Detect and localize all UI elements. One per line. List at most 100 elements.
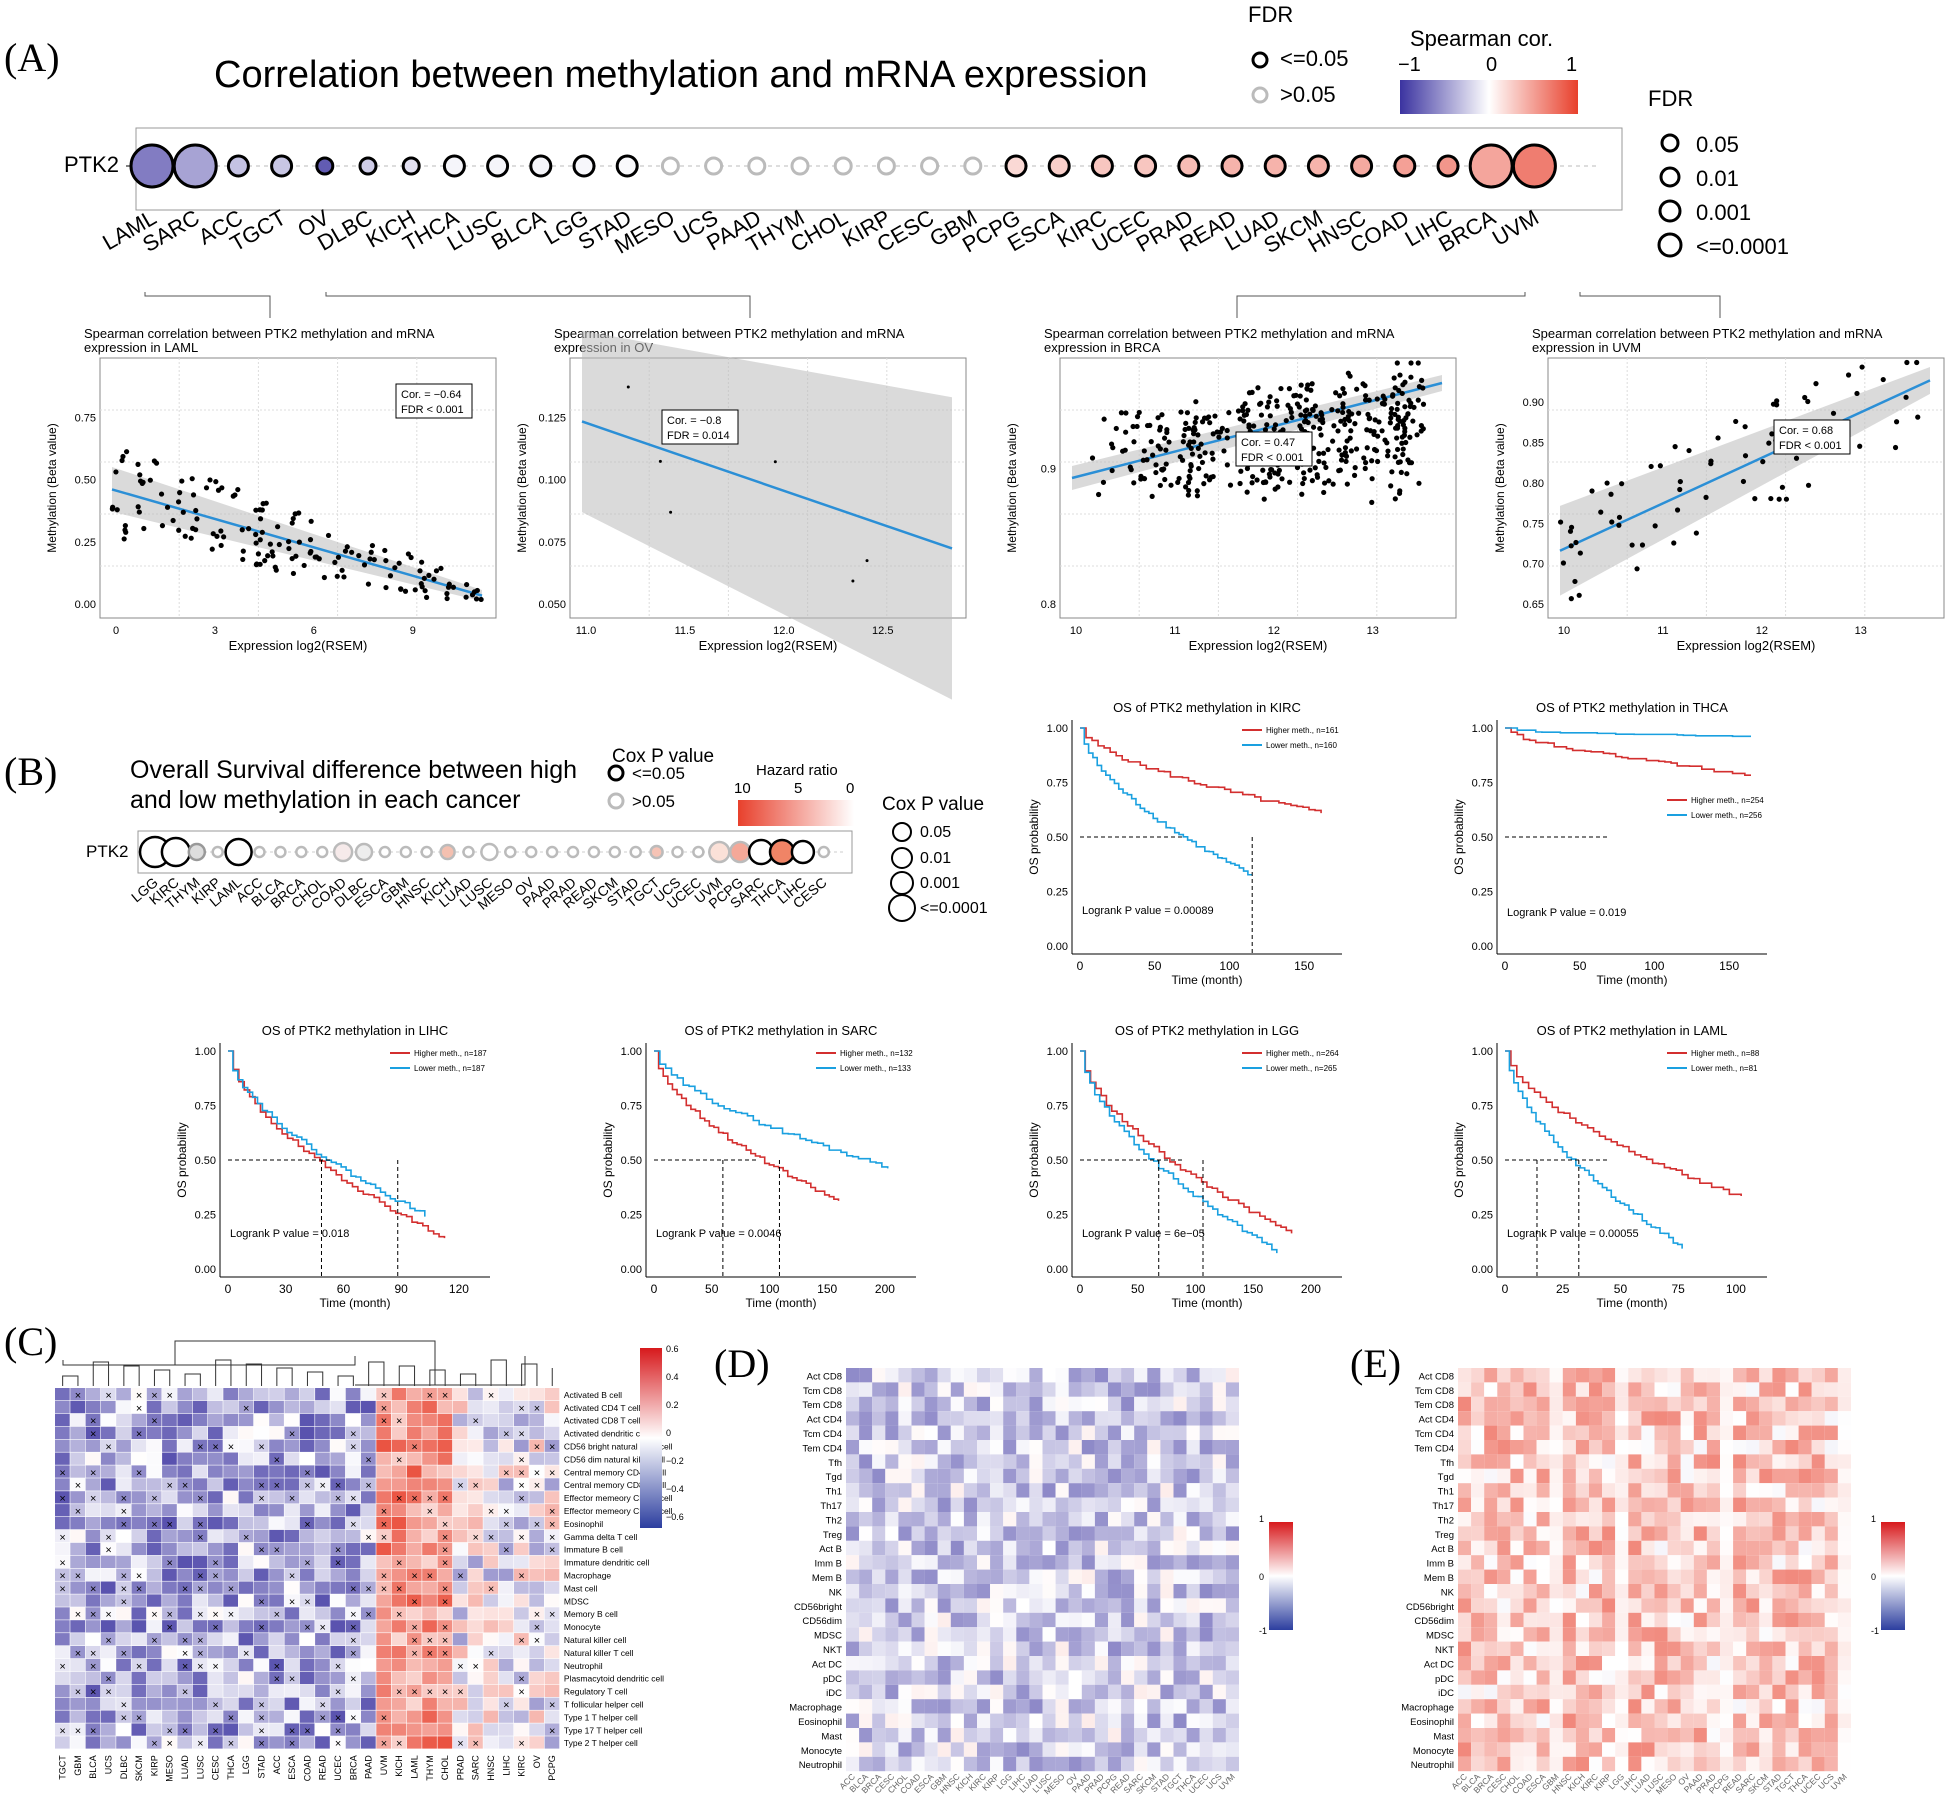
km-ylabel: OS probability — [1027, 799, 1041, 874]
heat-e-cell — [1497, 1411, 1511, 1426]
heat-d-cell — [1173, 1670, 1187, 1685]
heat-d-cell — [872, 1540, 886, 1556]
heat-e-cell — [1654, 1598, 1668, 1613]
heat-d-cell — [1199, 1468, 1213, 1484]
heat-c-cell — [452, 1413, 468, 1427]
scatter-point — [1153, 462, 1159, 468]
heat-c-cell — [131, 1697, 147, 1710]
heat-c-ns-mark: × — [258, 1622, 264, 1634]
heat-e-cell — [1575, 1684, 1589, 1700]
heat-e-cell — [1785, 1656, 1799, 1671]
heat-c-row-label: Plasmacytoid dendritic cell — [564, 1674, 664, 1684]
heat-c-cell — [177, 1491, 193, 1504]
heat-c-cell — [361, 1504, 376, 1517]
scatter-point — [1197, 453, 1203, 459]
heat-c-cell — [437, 1684, 453, 1697]
dot-a-ov — [315, 156, 335, 176]
heat-d-cell — [977, 1569, 991, 1584]
heat-c-cell — [468, 1400, 483, 1414]
heat-e-cell — [1667, 1540, 1681, 1556]
heat-c-cell — [55, 1452, 70, 1465]
heat-e-cell — [1798, 1756, 1812, 1772]
heat-c-ns-mark: × — [182, 1725, 188, 1737]
heat-e-cell — [1811, 1584, 1825, 1599]
heat-c-cell — [70, 1736, 85, 1749]
dot-a-kirp — [876, 156, 896, 176]
heat-c-row-label: Effector memeory CD8 T cell — [564, 1506, 673, 1516]
heat-d-cell — [1055, 1584, 1069, 1599]
heat-c-cell — [146, 1568, 162, 1581]
heat-d-cell — [937, 1526, 951, 1541]
heat-c-ns-mark: × — [304, 1519, 310, 1531]
scatter-title-line1: Spearman correlation between PTK2 methyl… — [84, 326, 435, 341]
heat-d-cell — [1029, 1598, 1043, 1613]
scatter-point — [1914, 359, 1920, 366]
heat-c-ns-mark: × — [228, 1583, 234, 1595]
dot-a-skcm — [1306, 154, 1330, 178]
heat-d-cell — [1081, 1684, 1095, 1700]
scatter-point — [669, 510, 673, 514]
heat-e-cell — [1523, 1756, 1537, 1772]
heat-c-cell — [223, 1465, 238, 1478]
scatter-point — [473, 596, 480, 602]
heat-d-cell — [924, 1468, 938, 1484]
heat-d-cell — [885, 1670, 899, 1685]
scatter-point — [1192, 419, 1198, 425]
heat-c-ns-mark: × — [167, 1558, 173, 1570]
heat-d-cell — [1173, 1569, 1187, 1584]
heat-c-ns-mark: × — [518, 1674, 524, 1686]
km-xtick: 50 — [705, 1282, 719, 1296]
heat-e-cell — [1510, 1540, 1524, 1556]
heat-e-cell — [1484, 1656, 1498, 1671]
heat-e-cell — [1733, 1756, 1747, 1772]
heat-c-cell — [361, 1658, 376, 1672]
heat-d-cell — [1173, 1382, 1187, 1397]
heat-e-cell — [1693, 1656, 1707, 1671]
heat-c-ns-mark: × — [105, 1532, 111, 1544]
heat-c-cell — [116, 1607, 131, 1620]
heat-d-cell — [859, 1584, 873, 1599]
heat-e-cell — [1589, 1713, 1603, 1728]
heat-e-cell — [1471, 1540, 1485, 1556]
scatter-point — [1343, 458, 1349, 464]
heat-c-cell — [391, 1594, 407, 1607]
heat-c-ns-mark: × — [75, 1687, 81, 1699]
heat-c-cell — [192, 1426, 208, 1439]
km-title: OS of PTK2 methylation in LGG — [1115, 1023, 1299, 1038]
heat-c-cell — [529, 1723, 544, 1736]
heat-e-cell — [1746, 1627, 1760, 1642]
heat-c-cell — [376, 1710, 391, 1723]
cox-legend-title: Cox P value — [612, 746, 715, 767]
heat-e-cell — [1772, 1468, 1786, 1484]
heat-c-cell — [116, 1710, 131, 1723]
heat-d-cell — [885, 1684, 899, 1700]
heat-d-cell — [1160, 1540, 1174, 1556]
heat-e-cell — [1759, 1468, 1773, 1484]
heat-d-cell — [1042, 1483, 1056, 1498]
heat-e-cell — [1693, 1526, 1707, 1541]
heat-e-cell — [1746, 1742, 1760, 1757]
km-logrank: Logrank P value = 0.00055 — [1507, 1228, 1639, 1240]
heat-e-cell — [1523, 1684, 1537, 1700]
scatter-point — [1805, 398, 1811, 405]
heat-e-cell — [1471, 1454, 1485, 1469]
cox-legend-swatch-ns — [607, 792, 625, 810]
scatter-annotation-box — [1235, 431, 1313, 467]
heat-c-ns-mark: × — [442, 1532, 448, 1544]
heat-e-cell — [1720, 1569, 1734, 1584]
heat-d-cell — [1173, 1468, 1187, 1484]
scatter-point — [1283, 417, 1289, 424]
heat-e-cell — [1497, 1454, 1511, 1469]
heat-d-cell — [885, 1512, 899, 1527]
heat-c-cell — [162, 1529, 177, 1543]
km-title: OS of PTK2 methylation in LIHC — [262, 1023, 448, 1038]
heat-e-cell — [1523, 1728, 1537, 1743]
heat-c-cell — [70, 1426, 85, 1439]
heat-c-ns-mark: × — [534, 1622, 540, 1634]
heat-e-cell — [1667, 1468, 1681, 1484]
heat-c-cell — [131, 1620, 147, 1633]
scatter-point — [773, 460, 777, 464]
scatter-point — [257, 507, 263, 513]
dot-a-cesc — [920, 156, 940, 176]
heat-c-cell — [299, 1658, 315, 1672]
